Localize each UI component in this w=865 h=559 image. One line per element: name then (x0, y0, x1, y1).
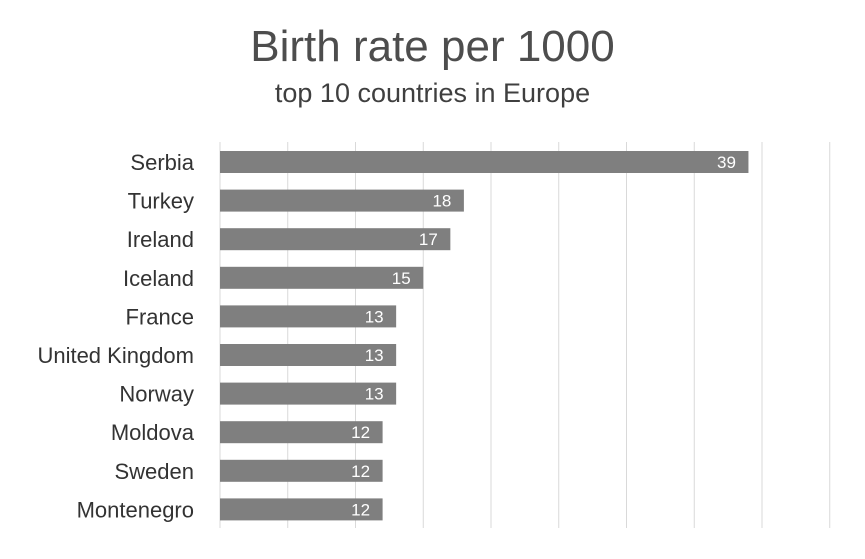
chart-subtitle: top 10 countries in Europe (274, 78, 591, 108)
bar (220, 305, 397, 328)
data-label: 12 (351, 423, 370, 442)
category-label: Serbia (130, 150, 194, 175)
bar (220, 228, 451, 251)
bar (220, 151, 749, 173)
data-label: 13 (365, 346, 384, 365)
bar (220, 498, 383, 521)
category-label: Ireland (127, 227, 194, 252)
bar (220, 189, 464, 212)
bar (220, 421, 383, 444)
data-label: 17 (419, 230, 438, 249)
bar (220, 344, 397, 366)
category-label: Iceland (123, 266, 194, 291)
bar (220, 459, 383, 482)
category-label: France (126, 304, 194, 329)
data-label: 13 (365, 307, 384, 326)
category-label: Turkey (128, 189, 194, 214)
data-label: 12 (351, 462, 370, 481)
data-label: 13 (365, 385, 384, 404)
data-label: 12 (351, 500, 370, 519)
bar (220, 266, 424, 289)
category-label: Montenegro (77, 497, 194, 522)
data-label: 15 (392, 269, 411, 288)
category-label: United Kingdom (37, 343, 194, 368)
category-label: Moldova (111, 420, 195, 445)
chart-title: Birth rate per 1000 (250, 22, 615, 71)
bar (220, 382, 397, 405)
category-label: Sweden (114, 459, 194, 484)
category-label: Norway (119, 382, 194, 407)
data-label: 39 (717, 153, 736, 172)
data-label: 18 (432, 192, 451, 211)
